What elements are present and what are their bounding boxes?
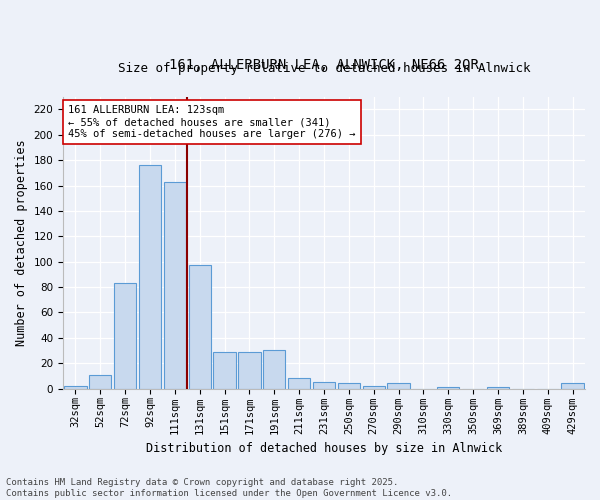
Bar <box>164 182 186 388</box>
Bar <box>388 384 410 388</box>
X-axis label: Distribution of detached houses by size in Alnwick: Distribution of detached houses by size … <box>146 442 502 455</box>
Bar <box>89 374 112 388</box>
Bar <box>238 352 260 389</box>
Bar <box>362 386 385 388</box>
Bar <box>313 382 335 388</box>
Bar <box>562 384 584 388</box>
Bar <box>139 165 161 388</box>
Y-axis label: Number of detached properties: Number of detached properties <box>15 140 28 346</box>
Bar <box>263 350 286 389</box>
Bar <box>188 266 211 388</box>
Bar <box>338 384 360 388</box>
Text: 161, ALLERBURN LEA, ALNWICK, NE66 2QR: 161, ALLERBURN LEA, ALNWICK, NE66 2QR <box>169 58 479 72</box>
Bar <box>114 283 136 389</box>
Bar <box>214 352 236 389</box>
Title: Size of property relative to detached houses in Alnwick: Size of property relative to detached ho… <box>118 62 530 74</box>
Text: 161 ALLERBURN LEA: 123sqm
← 55% of detached houses are smaller (341)
45% of semi: 161 ALLERBURN LEA: 123sqm ← 55% of detac… <box>68 106 356 138</box>
Text: Contains HM Land Registry data © Crown copyright and database right 2025.
Contai: Contains HM Land Registry data © Crown c… <box>6 478 452 498</box>
Bar <box>288 378 310 388</box>
Bar <box>64 386 86 388</box>
